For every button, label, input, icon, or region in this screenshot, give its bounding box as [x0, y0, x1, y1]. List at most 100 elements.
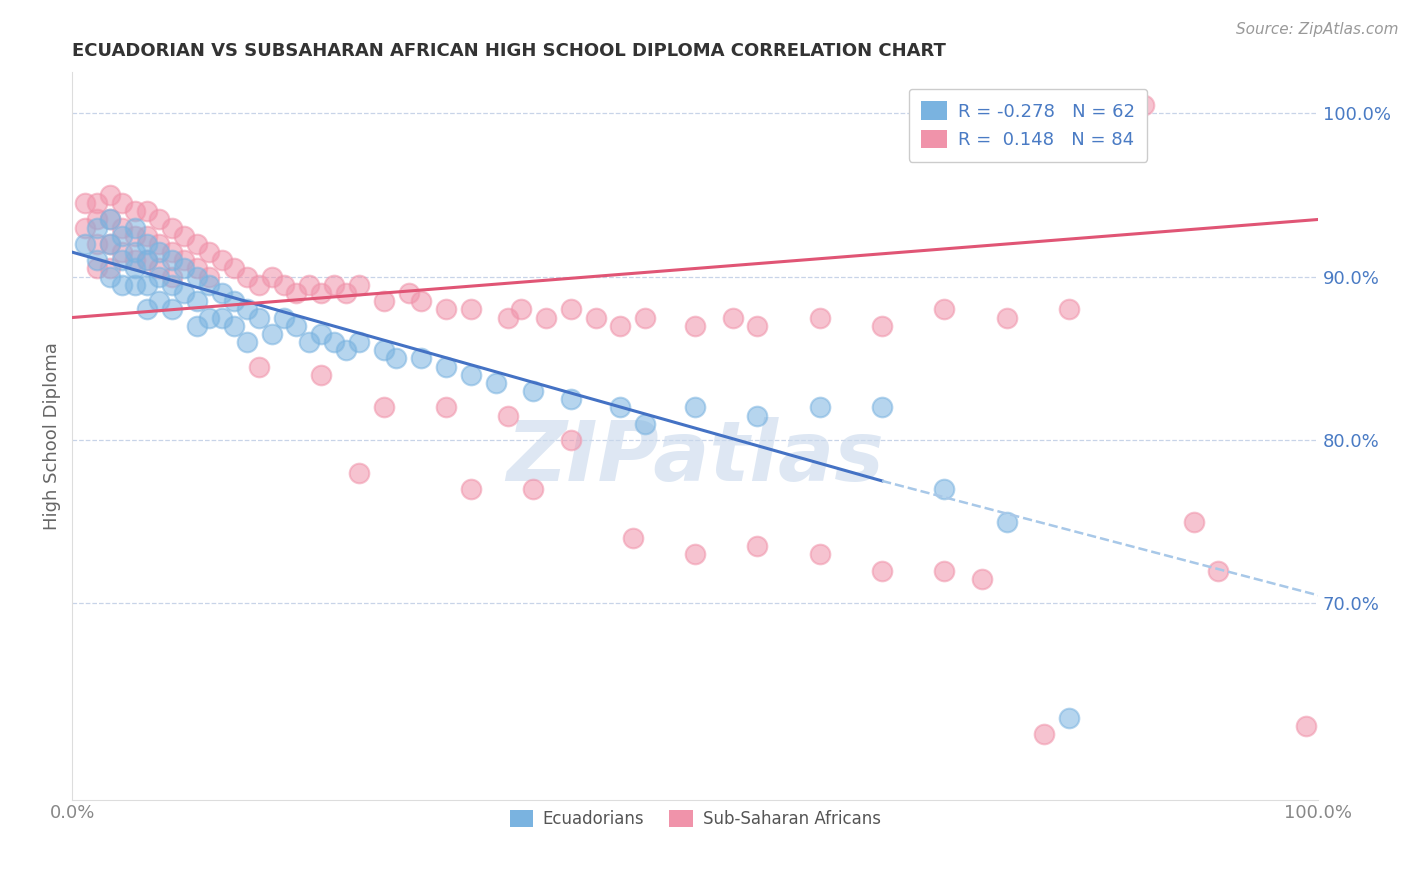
Point — [247, 310, 270, 325]
Point — [235, 269, 257, 284]
Point — [136, 253, 159, 268]
Point — [136, 277, 159, 292]
Point — [160, 245, 183, 260]
Y-axis label: High School Diploma: High School Diploma — [44, 342, 60, 530]
Point — [373, 401, 395, 415]
Point — [224, 318, 246, 333]
Text: ZIPatlas: ZIPatlas — [506, 417, 884, 499]
Point — [585, 310, 607, 325]
Point — [111, 277, 134, 292]
Point — [1057, 302, 1080, 317]
Point — [995, 310, 1018, 325]
Point — [124, 277, 146, 292]
Point — [86, 253, 108, 268]
Point — [136, 204, 159, 219]
Point — [311, 285, 333, 300]
Point — [298, 277, 321, 292]
Point — [870, 564, 893, 578]
Point — [347, 466, 370, 480]
Point — [335, 343, 357, 358]
Point — [870, 401, 893, 415]
Point — [73, 237, 96, 252]
Point — [534, 310, 557, 325]
Point — [273, 277, 295, 292]
Point — [322, 277, 344, 292]
Point — [934, 482, 956, 496]
Point — [995, 515, 1018, 529]
Point — [198, 245, 221, 260]
Point — [224, 261, 246, 276]
Point — [111, 196, 134, 211]
Point — [235, 302, 257, 317]
Point — [522, 384, 544, 398]
Point — [136, 253, 159, 268]
Point — [173, 253, 195, 268]
Point — [311, 368, 333, 382]
Point — [560, 302, 582, 317]
Point — [186, 269, 208, 284]
Point — [409, 294, 432, 309]
Point — [609, 401, 631, 415]
Point — [634, 310, 657, 325]
Legend: Ecuadorians, Sub-Saharan Africans: Ecuadorians, Sub-Saharan Africans — [503, 804, 887, 835]
Point — [148, 212, 170, 227]
Point — [1057, 711, 1080, 725]
Point — [434, 302, 457, 317]
Point — [86, 237, 108, 252]
Text: Source: ZipAtlas.com: Source: ZipAtlas.com — [1236, 22, 1399, 37]
Point — [86, 212, 108, 227]
Point — [747, 539, 769, 553]
Point — [98, 261, 121, 276]
Point — [934, 302, 956, 317]
Point — [808, 310, 831, 325]
Point — [148, 294, 170, 309]
Point — [747, 318, 769, 333]
Point — [136, 302, 159, 317]
Point — [186, 261, 208, 276]
Point — [373, 343, 395, 358]
Point — [808, 401, 831, 415]
Point — [136, 228, 159, 243]
Point — [747, 409, 769, 423]
Point — [870, 318, 893, 333]
Point — [398, 285, 420, 300]
Point — [73, 196, 96, 211]
Point — [373, 294, 395, 309]
Point — [98, 269, 121, 284]
Point — [285, 318, 308, 333]
Point — [124, 253, 146, 268]
Point — [460, 302, 482, 317]
Point — [934, 564, 956, 578]
Text: ECUADORIAN VS SUBSAHARAN AFRICAN HIGH SCHOOL DIPLOMA CORRELATION CHART: ECUADORIAN VS SUBSAHARAN AFRICAN HIGH SC… — [72, 42, 946, 60]
Point — [260, 326, 283, 341]
Point — [335, 285, 357, 300]
Point — [560, 392, 582, 407]
Point — [98, 237, 121, 252]
Point — [160, 269, 183, 284]
Point — [173, 285, 195, 300]
Point — [1182, 515, 1205, 529]
Point — [311, 326, 333, 341]
Point — [298, 334, 321, 349]
Point — [124, 261, 146, 276]
Point — [124, 245, 146, 260]
Point — [186, 294, 208, 309]
Point — [385, 351, 408, 366]
Point — [148, 237, 170, 252]
Point — [198, 269, 221, 284]
Point — [347, 277, 370, 292]
Point — [1208, 564, 1230, 578]
Point — [160, 220, 183, 235]
Point — [136, 237, 159, 252]
Point — [322, 334, 344, 349]
Point — [721, 310, 744, 325]
Point — [1132, 98, 1154, 112]
Point — [148, 269, 170, 284]
Point — [224, 294, 246, 309]
Point — [160, 253, 183, 268]
Point — [634, 417, 657, 431]
Point — [970, 572, 993, 586]
Point — [186, 237, 208, 252]
Point — [235, 334, 257, 349]
Point — [86, 196, 108, 211]
